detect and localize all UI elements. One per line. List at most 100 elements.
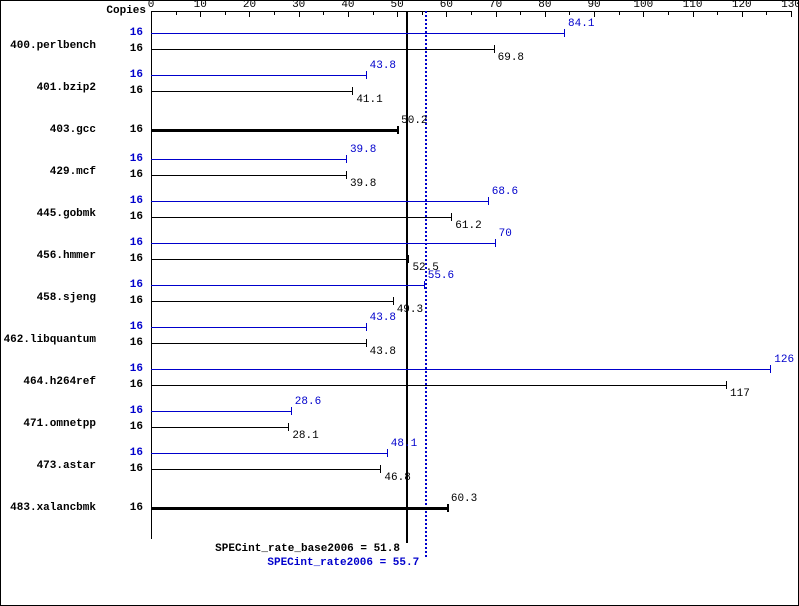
- bench-label: 464.h264ref: [1, 376, 96, 388]
- copies-label: 16: [109, 43, 143, 55]
- x-tick: [569, 11, 570, 15]
- x-tick: [742, 11, 743, 17]
- x-tick: [348, 11, 349, 17]
- baseline-label: SPECint_rate_base2006 = 51.8: [215, 543, 406, 555]
- copies-label: 16: [109, 27, 143, 39]
- copies-label: 16: [109, 447, 143, 459]
- bar: [151, 259, 409, 260]
- bar-endcap: [366, 323, 367, 331]
- bar-value: 28.6: [295, 396, 321, 408]
- bar: [151, 243, 496, 244]
- bar-value: 117: [730, 388, 750, 400]
- bar: [151, 385, 727, 386]
- bar-endcap: [380, 465, 381, 473]
- x-tick: [225, 11, 226, 15]
- x-tick: [545, 11, 546, 17]
- bar-value: 43.8: [370, 346, 396, 358]
- x-tick: [373, 11, 374, 15]
- bar-value: 61.2: [455, 220, 481, 232]
- bar: [151, 201, 489, 202]
- bar-endcap: [291, 407, 292, 415]
- bar-endcap: [397, 126, 399, 134]
- bar: [151, 369, 771, 370]
- bar: [151, 343, 367, 344]
- x-tick: [693, 11, 694, 17]
- x-tick: [422, 11, 423, 15]
- bench-label: 429.mcf: [1, 166, 96, 178]
- bar: [151, 411, 292, 412]
- x-tick-label: 120: [727, 0, 757, 11]
- bar: [151, 129, 398, 132]
- bar-endcap: [726, 381, 727, 389]
- x-tick: [446, 11, 447, 17]
- bar-value: 50.2: [401, 115, 427, 127]
- bench-label: 403.gcc: [1, 124, 96, 136]
- bar: [151, 217, 452, 218]
- bar-endcap: [288, 423, 289, 431]
- bar-endcap: [393, 297, 394, 305]
- copies-label: 16: [109, 69, 143, 81]
- bar-value: 48.1: [391, 438, 417, 450]
- bar-endcap: [564, 29, 565, 37]
- bar: [151, 427, 289, 428]
- bar-endcap: [494, 45, 495, 53]
- x-tick: [766, 11, 767, 15]
- x-tick: [619, 11, 620, 15]
- x-tick: [520, 11, 521, 15]
- bar-endcap: [495, 239, 496, 247]
- bar-value: 55.6: [428, 270, 454, 282]
- copies-label: 16: [109, 379, 143, 391]
- x-tick-label: 50: [382, 0, 412, 11]
- bar-endcap: [366, 339, 367, 347]
- copies-label: 16: [109, 363, 143, 375]
- bar: [151, 33, 565, 34]
- x-tick: [668, 11, 669, 15]
- bar: [151, 75, 367, 76]
- bar: [151, 159, 347, 160]
- copies-label: 16: [109, 124, 143, 136]
- bar-value: 39.8: [350, 178, 376, 190]
- bar-endcap: [451, 213, 452, 221]
- bar-value: 28.1: [292, 430, 318, 442]
- bar-value: 49.3: [397, 304, 423, 316]
- bar-endcap: [346, 155, 347, 163]
- x-tick-label: 0: [136, 0, 166, 11]
- bar: [151, 175, 347, 176]
- x-tick: [299, 11, 300, 17]
- x-tick: [471, 11, 472, 15]
- copies-label: 16: [109, 295, 143, 307]
- bench-label: 400.perlbench: [1, 40, 96, 52]
- bar: [151, 91, 353, 92]
- copies-label: 16: [109, 85, 143, 97]
- bench-label: 471.omnetpp: [1, 418, 96, 430]
- bar: [151, 469, 381, 470]
- x-tick-label: 70: [481, 0, 511, 11]
- bar-value: 68.6: [492, 186, 518, 198]
- copies-label: 16: [109, 237, 143, 249]
- bar-endcap: [366, 71, 367, 79]
- x-tick: [717, 11, 718, 15]
- x-tick: [176, 11, 177, 15]
- x-tick: [496, 11, 497, 17]
- copies-label: 16: [109, 337, 143, 349]
- bar: [151, 507, 448, 510]
- x-tick-label: 110: [678, 0, 708, 11]
- x-tick-label: 90: [579, 0, 609, 11]
- bench-label: 401.bzip2: [1, 82, 96, 94]
- bar-endcap: [352, 87, 353, 95]
- x-tick-label: 130: [776, 0, 799, 11]
- peakline-label: SPECint_rate2006 = 55.7: [267, 557, 425, 569]
- copies-label: 16: [109, 421, 143, 433]
- copies-label: 16: [109, 502, 143, 514]
- copies-label: 16: [109, 195, 143, 207]
- baseline-ref: [406, 11, 408, 543]
- copies-label: 16: [109, 169, 143, 181]
- bar-value: 46.8: [384, 472, 410, 484]
- x-tick-label: 40: [333, 0, 363, 11]
- x-tick: [594, 11, 595, 17]
- x-tick: [323, 11, 324, 15]
- bar: [151, 301, 394, 302]
- x-tick: [274, 11, 275, 15]
- bar-value: 41.1: [356, 94, 382, 106]
- bar-value: 43.8: [370, 60, 396, 72]
